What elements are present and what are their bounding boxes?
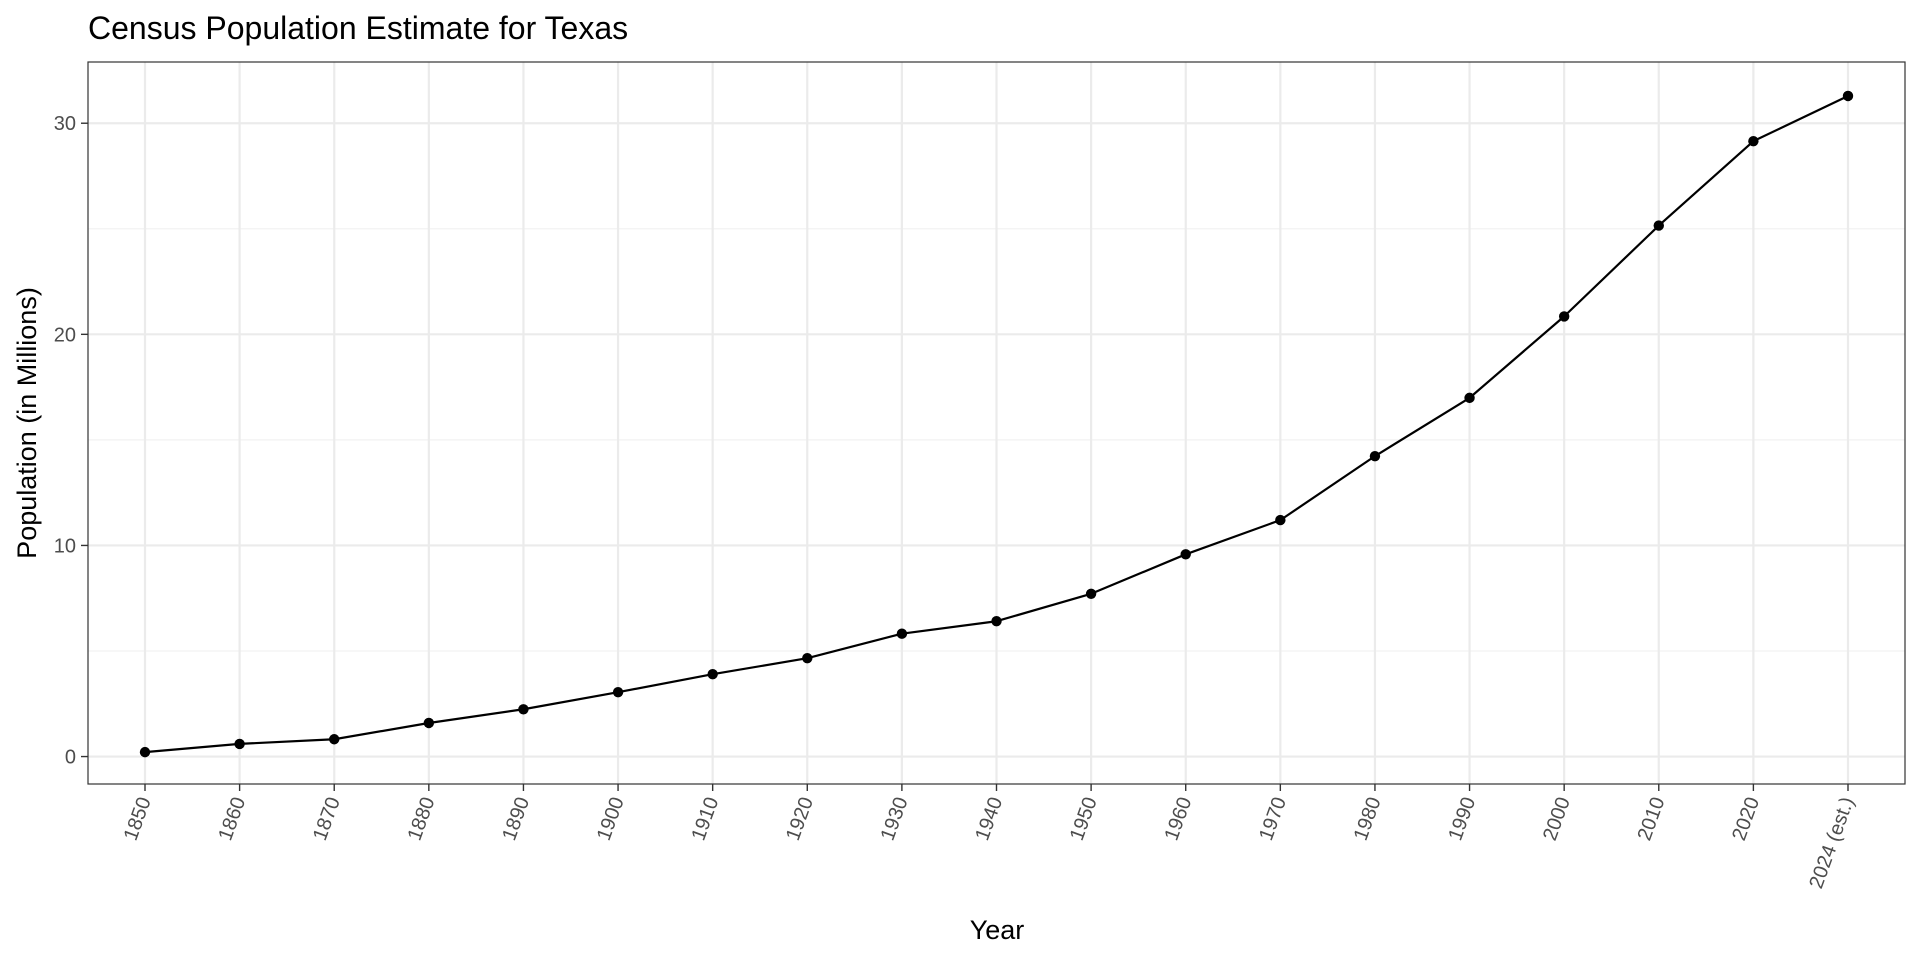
panel-border — [87, 61, 1906, 785]
data-point — [329, 734, 340, 745]
data-point — [423, 717, 435, 729]
x-tick-label: 1900 — [593, 794, 629, 843]
data-point — [1558, 311, 1570, 322]
x-tick-label: 1930 — [877, 794, 913, 843]
data-point — [802, 652, 813, 664]
x-tick-label: 2024 (est.) — [1805, 794, 1858, 891]
tick-labels: 0 10 20 30 1850 1860 1870 1880 1890 1900 1910 1920 1… — [54, 113, 1859, 891]
data-point — [612, 686, 624, 698]
x-tick-label: 1880 — [404, 794, 440, 843]
data-point — [1369, 450, 1381, 462]
x-tick-label: 1920 — [782, 794, 818, 843]
data-point — [1464, 392, 1475, 404]
data-point — [1748, 135, 1759, 147]
x-tick-label: 1980 — [1350, 794, 1386, 843]
x-tick-label: 1890 — [498, 794, 534, 843]
data-point — [139, 746, 151, 758]
x-axis-title: Year — [970, 915, 1025, 945]
y-tick-label: 30 — [54, 113, 76, 135]
data-point — [518, 704, 529, 715]
y-axis-title: Population (in Millions) — [12, 287, 42, 559]
y-tick-label: 0 — [65, 747, 76, 769]
x-tick-label: 1910 — [687, 794, 723, 843]
grid-lines — [88, 62, 1905, 784]
x-tick-label: 1990 — [1444, 794, 1480, 843]
data-point — [234, 738, 245, 750]
x-tick-label: 1940 — [971, 794, 1007, 843]
y-tick-label: 20 — [54, 324, 76, 346]
x-tick-label: 2000 — [1539, 794, 1575, 843]
x-tick-label: 1870 — [309, 794, 345, 843]
data-point — [1085, 588, 1097, 599]
x-tick-label: 2010 — [1634, 794, 1670, 843]
x-tick-label: 1960 — [1161, 794, 1197, 843]
data-point — [707, 669, 718, 680]
x-tick-label: 1850 — [120, 794, 156, 843]
data-point — [991, 616, 1002, 627]
data-point — [1653, 220, 1664, 231]
data-point — [896, 628, 908, 639]
data-point — [1180, 549, 1191, 560]
x-tick-label: 2020 — [1728, 794, 1764, 843]
y-tick-label: 10 — [54, 535, 76, 557]
series-population — [139, 90, 1854, 758]
x-tick-label: 1950 — [1066, 794, 1102, 843]
chart-title: Census Population Estimate for Texas — [88, 10, 628, 46]
axes — [81, 122, 1849, 791]
x-tick-label: 1970 — [1255, 794, 1291, 843]
data-point — [1275, 514, 1286, 526]
x-tick-label: 1860 — [214, 794, 250, 843]
data-point — [1842, 90, 1854, 102]
